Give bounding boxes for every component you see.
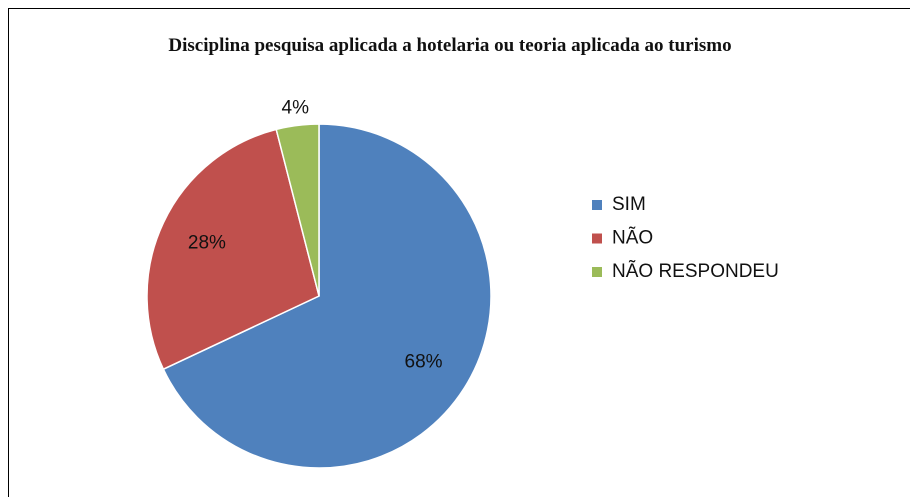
legend-swatch	[592, 200, 602, 210]
legend-swatch	[592, 267, 602, 277]
data-label: 68%	[405, 351, 443, 372]
data-label: 4%	[282, 97, 310, 118]
pie-slice	[275, 123, 320, 297]
pie-slice	[146, 128, 320, 371]
legend-label: NÃO RESPONDEU	[612, 260, 779, 282]
chart-title: Disciplina pesquisa aplicada a hotelaria…	[168, 35, 732, 56]
legend-label: SIM	[612, 194, 646, 215]
legend-label: NÃO	[612, 227, 653, 249]
data-label: 28%	[188, 232, 226, 253]
legend-swatch	[592, 233, 602, 244]
chart-frame	[8, 8, 910, 497]
pie-slice	[162, 123, 492, 469]
